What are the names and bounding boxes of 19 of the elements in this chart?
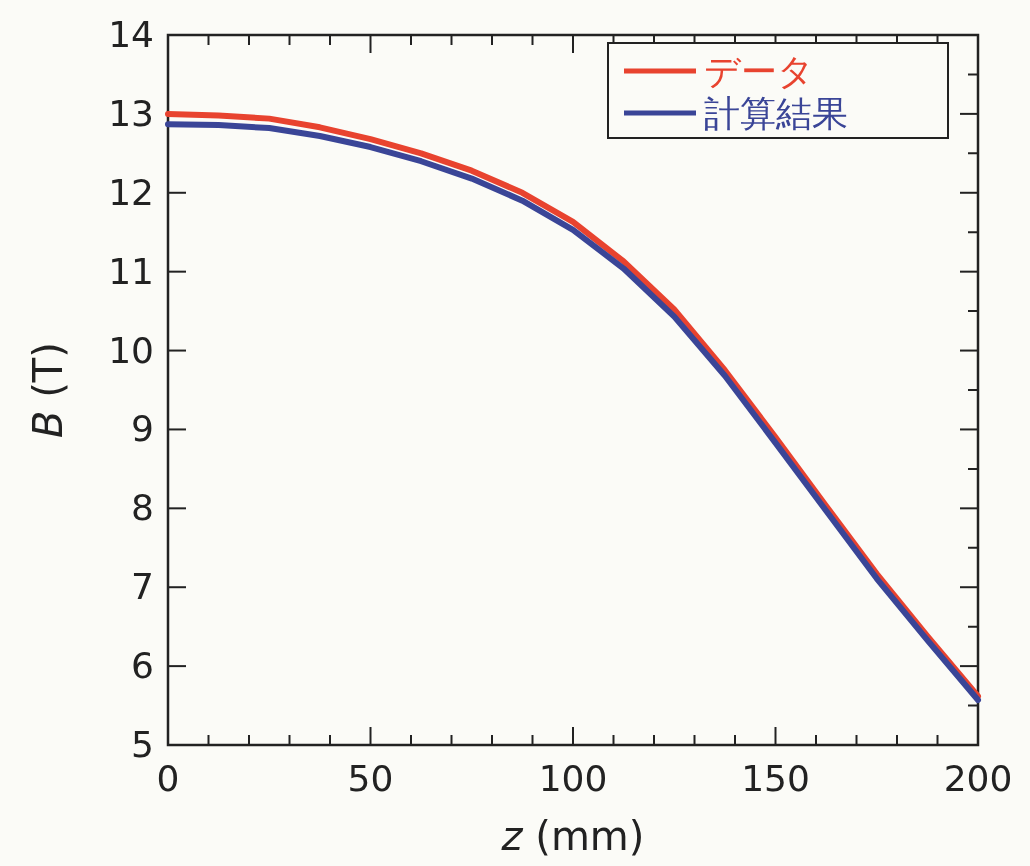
- x-tick-label: 150: [741, 758, 810, 799]
- y-tick-label: 14: [108, 14, 154, 55]
- y-tick-label: 12: [108, 171, 154, 213]
- y-tick-label: 8: [131, 487, 154, 529]
- x-tick-label: 0: [156, 758, 180, 799]
- y-tick-label: 6: [131, 645, 154, 687]
- y-tick-label: 11: [108, 250, 154, 292]
- x-tick-label: 200: [943, 758, 1013, 799]
- y-tick-label: 10: [108, 329, 154, 371]
- y-tick-label: 7: [131, 566, 154, 608]
- legend-label: 計算結果: [704, 93, 848, 134]
- x-tick-label: 100: [538, 758, 608, 799]
- y-tick-label: 13: [108, 92, 154, 134]
- y-tick-label: 9: [131, 408, 154, 450]
- legend-label: データ: [704, 51, 814, 92]
- x-tick-label: 50: [347, 758, 394, 799]
- y-tick-label: 5: [131, 724, 154, 765]
- y-axis-title: B (T): [25, 342, 71, 438]
- x-axis-title: z (mm): [500, 813, 645, 859]
